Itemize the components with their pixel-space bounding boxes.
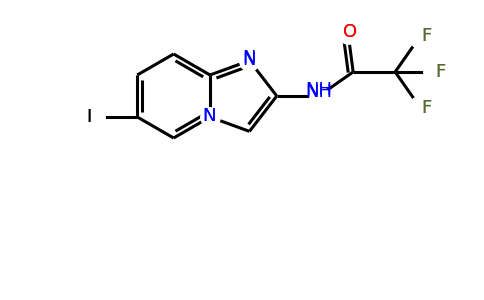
Text: NH: NH bbox=[305, 83, 333, 101]
Text: F: F bbox=[435, 63, 445, 81]
Text: F: F bbox=[421, 99, 431, 117]
Text: O: O bbox=[343, 23, 357, 41]
Text: F: F bbox=[421, 26, 431, 44]
Text: N: N bbox=[242, 49, 256, 67]
Text: I: I bbox=[87, 108, 92, 126]
Text: O: O bbox=[343, 23, 357, 41]
Text: N: N bbox=[242, 51, 256, 69]
Text: N: N bbox=[202, 107, 216, 125]
Text: NH: NH bbox=[305, 81, 333, 99]
Text: N: N bbox=[202, 107, 216, 125]
Text: I: I bbox=[87, 108, 92, 126]
Text: F: F bbox=[421, 26, 431, 44]
Text: F: F bbox=[435, 63, 445, 81]
Text: F: F bbox=[421, 99, 431, 117]
